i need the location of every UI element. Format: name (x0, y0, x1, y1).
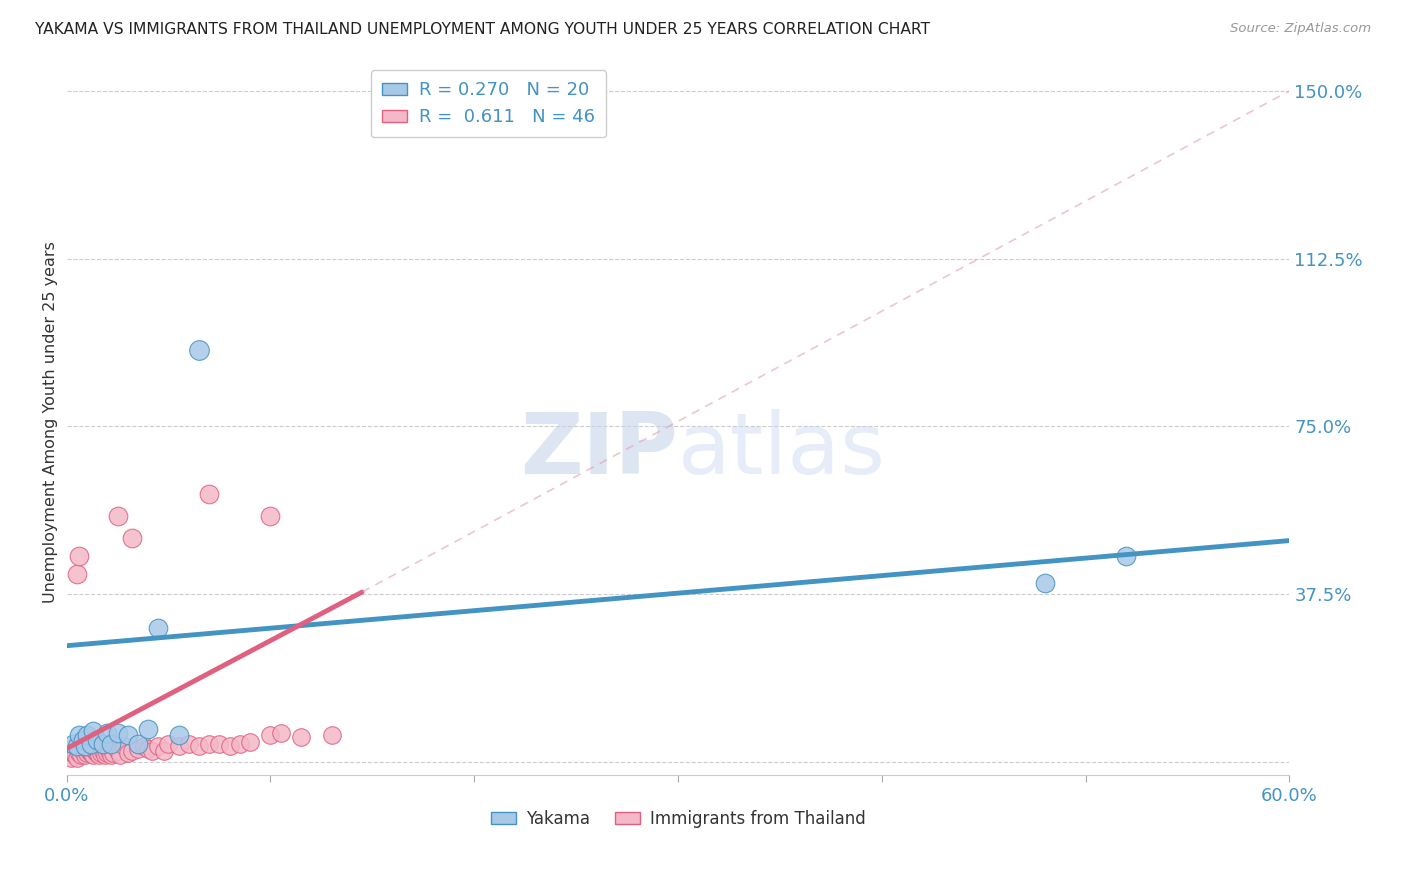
Point (270, 726, 292, 740)
Point (80, 746, 103, 760)
Point (112, 739, 135, 754)
Point (86, 732, 108, 747)
Point (107, 508, 129, 523)
Point (62, 746, 84, 760)
Point (66, 739, 89, 754)
Point (91, 744, 114, 758)
Point (96, 726, 118, 740)
Point (239, 735, 262, 749)
Point (259, 728, 281, 742)
Point (73, 748, 96, 763)
Point (141, 744, 163, 758)
Point (127, 741, 149, 756)
Point (121, 744, 143, 758)
Point (66, 567, 89, 582)
Point (76, 728, 98, 742)
Point (63, 748, 86, 763)
Point (290, 731, 312, 745)
Point (82, 748, 104, 763)
Point (100, 737, 122, 751)
Point (67, 549, 90, 564)
Point (72, 732, 94, 747)
Text: Source: ZipAtlas.com: Source: ZipAtlas.com (1230, 22, 1371, 36)
Point (90, 746, 112, 760)
Point (136, 741, 159, 756)
Point (70, 748, 93, 763)
Point (1033, 576, 1056, 591)
Point (67, 746, 90, 760)
Point (229, 737, 252, 751)
Point (77, 744, 100, 758)
Point (188, 739, 211, 754)
Point (82, 723, 104, 738)
Point (86, 746, 108, 760)
Point (100, 748, 122, 763)
Point (148, 739, 170, 754)
Point (157, 737, 180, 751)
Point (132, 739, 155, 754)
Text: YAKAMA VS IMMIGRANTS FROM THAILAND UNEMPLOYMENT AMONG YOUTH UNDER 25 YEARS CORRE: YAKAMA VS IMMIGRANTS FROM THAILAND UNEMP… (35, 22, 931, 37)
Point (121, 532, 143, 546)
Point (117, 728, 139, 742)
Point (208, 737, 231, 751)
Legend: Yakama, Immigrants from Thailand: Yakama, Immigrants from Thailand (484, 803, 872, 834)
Point (107, 744, 129, 758)
Point (136, 722, 159, 736)
Point (117, 746, 139, 760)
Point (96, 746, 118, 760)
Point (107, 726, 129, 740)
Text: atlas: atlas (678, 409, 886, 491)
Y-axis label: Unemployment Among Youth under 25 years: Unemployment Among Youth under 25 years (44, 241, 58, 603)
Point (148, 621, 170, 635)
Point (153, 744, 176, 758)
Text: ZIP: ZIP (520, 409, 678, 491)
Point (1115, 549, 1137, 564)
Point (89, 748, 111, 763)
Point (108, 748, 131, 763)
Point (98, 744, 121, 758)
Point (66, 750, 89, 764)
Point (127, 737, 149, 751)
Point (167, 739, 190, 754)
Point (76, 746, 98, 760)
Point (218, 739, 240, 754)
Point (72, 744, 94, 758)
Point (84, 744, 107, 758)
Point (188, 343, 211, 358)
Point (67, 728, 90, 742)
Point (198, 486, 221, 500)
Point (198, 737, 221, 751)
Point (59, 750, 82, 764)
Point (91, 737, 114, 751)
Point (321, 728, 343, 742)
Point (103, 746, 125, 760)
Point (94, 748, 117, 763)
Point (80, 737, 103, 751)
Point (177, 737, 200, 751)
Point (259, 508, 281, 523)
Point (167, 728, 190, 742)
Point (62, 737, 84, 751)
Point (73, 739, 96, 754)
